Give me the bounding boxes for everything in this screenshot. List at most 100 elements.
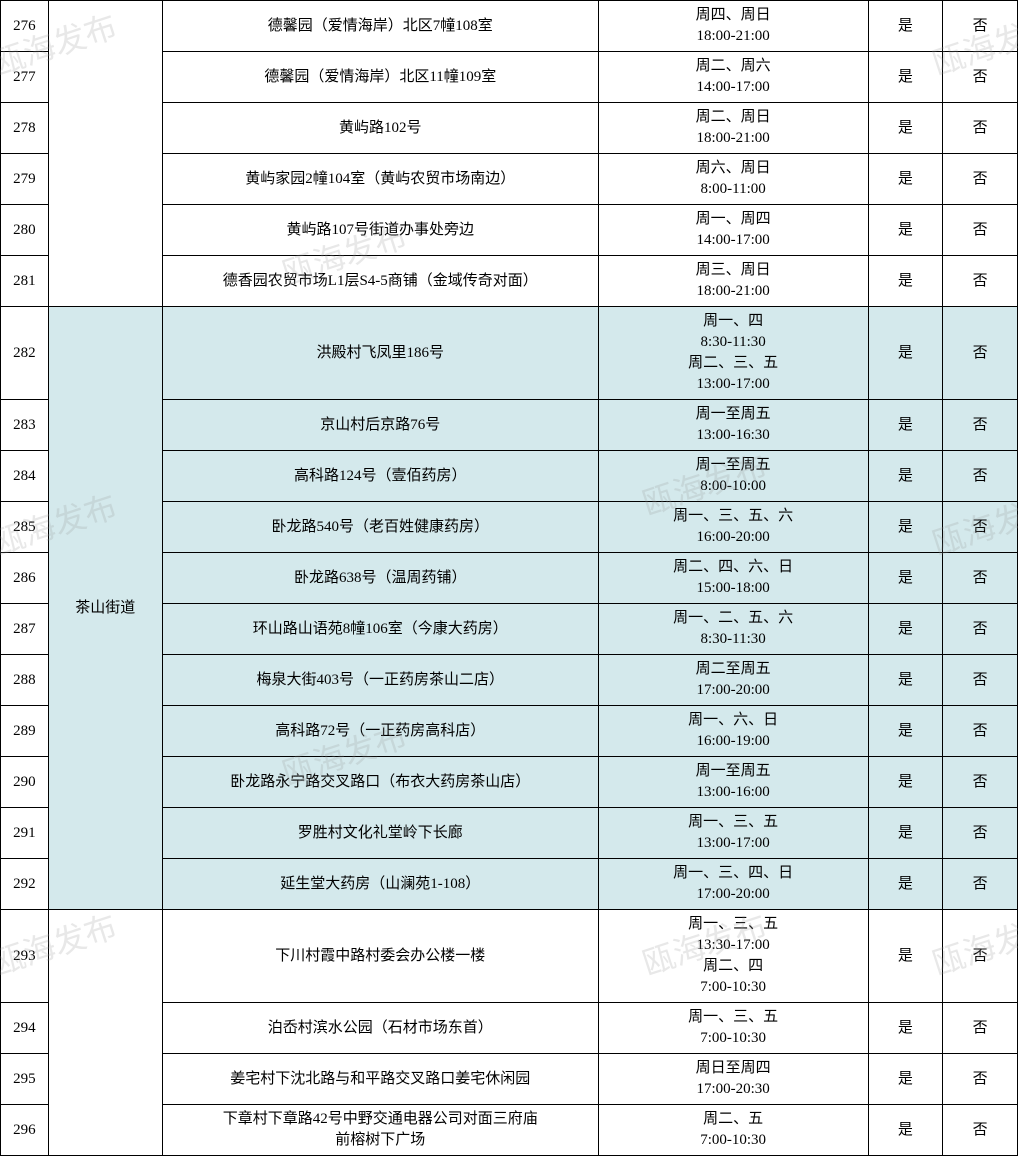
col-yes-cell: 是: [868, 808, 943, 859]
col-no-cell: 否: [943, 52, 1018, 103]
col-no-cell: 否: [943, 910, 1018, 1003]
row-index: 280: [1, 205, 49, 256]
time-cell: 周三、周日 18:00-21:00: [598, 256, 868, 307]
time-cell: 周一、六、日 16:00-19:00: [598, 706, 868, 757]
time-cell: 周二、周日 18:00-21:00: [598, 103, 868, 154]
col-no-cell: 否: [943, 706, 1018, 757]
address-cell: 泊岙村滨水公园（石材市场东首）: [162, 1003, 598, 1054]
zone-cell-empty: [48, 1003, 162, 1054]
col-no-cell: 否: [943, 1054, 1018, 1105]
address-cell: 卧龙路540号（老百姓健康药房）: [162, 502, 598, 553]
address-cell: 黄屿路107号街道办事处旁边: [162, 205, 598, 256]
table-row: 276德馨园（爱情海岸）北区7幢108室周四、周日 18:00-21:00是否: [1, 1, 1018, 52]
address-cell: 卧龙路永宁路交叉路口（布衣大药房茶山店）: [162, 757, 598, 808]
time-cell: 周一、三、五 13:30-17:00 周二、四 7:00-10:30: [598, 910, 868, 1003]
col-no-cell: 否: [943, 307, 1018, 400]
time-cell: 周一至周五 13:00-16:30: [598, 400, 868, 451]
time-cell: 周一、四 8:30-11:30 周二、三、五 13:00-17:00: [598, 307, 868, 400]
col-yes-cell: 是: [868, 502, 943, 553]
col-no-cell: 否: [943, 553, 1018, 604]
address-cell: 下川村霞中路村委会办公楼一楼: [162, 910, 598, 1003]
data-table: 276德馨园（爱情海岸）北区7幢108室周四、周日 18:00-21:00是否2…: [0, 0, 1018, 1156]
row-index: 291: [1, 808, 49, 859]
address-cell: 罗胜村文化礼堂岭下长廊: [162, 808, 598, 859]
row-index: 292: [1, 859, 49, 910]
row-index: 290: [1, 757, 49, 808]
time-cell: 周六、周日 8:00-11:00: [598, 154, 868, 205]
row-index: 276: [1, 1, 49, 52]
time-cell: 周日至周四 17:00-20:30: [598, 1054, 868, 1105]
address-cell: 高科路72号（一正药房高科店）: [162, 706, 598, 757]
row-index: 285: [1, 502, 49, 553]
zone-cell-empty: [48, 1, 162, 52]
row-index: 283: [1, 400, 49, 451]
col-yes-cell: 是: [868, 103, 943, 154]
col-yes-cell: 是: [868, 400, 943, 451]
table-row: 279黄屿家园2幢104室（黄屿农贸市场南边）周六、周日 8:00-11:00是…: [1, 154, 1018, 205]
table-row: 278 黄屿路102号周二、周日 18:00-21:00是否: [1, 103, 1018, 154]
col-yes-cell: 是: [868, 553, 943, 604]
table-row: 280黄屿路107号街道办事处旁边周一、周四 14:00-17:00是否: [1, 205, 1018, 256]
time-cell: 周二、周六 14:00-17:00: [598, 52, 868, 103]
address-cell: 高科路124号（壹佰药房）: [162, 451, 598, 502]
address-cell: 环山路山语苑8幢106室（今康大药房）: [162, 604, 598, 655]
col-no-cell: 否: [943, 205, 1018, 256]
col-yes-cell: 是: [868, 604, 943, 655]
col-yes-cell: 是: [868, 451, 943, 502]
zone-cell-empty: [48, 52, 162, 103]
time-cell: 周一、二、五、六 8:30-11:30: [598, 604, 868, 655]
time-cell: 周一、周四 14:00-17:00: [598, 205, 868, 256]
col-yes-cell: 是: [868, 1003, 943, 1054]
address-cell: 延生堂大药房（山澜苑1-108）: [162, 859, 598, 910]
address-cell: 姜宅村下沈北路与和平路交叉路口姜宅休闲园: [162, 1054, 598, 1105]
address-cell: 洪殿村飞凤里186号: [162, 307, 598, 400]
row-index: 286: [1, 553, 49, 604]
row-index: 288: [1, 655, 49, 706]
col-no-cell: 否: [943, 604, 1018, 655]
address-cell: 黄屿路102号: [162, 103, 598, 154]
row-index: 293: [1, 910, 49, 1003]
table-row: 293 下川村霞中路村委会办公楼一楼周一、三、五 13:30-17:00 周二、四…: [1, 910, 1018, 1003]
col-yes-cell: 是: [868, 706, 943, 757]
time-cell: 周一至周五 13:00-16:00: [598, 757, 868, 808]
zone-cell-empty: [48, 256, 162, 307]
time-cell: 周一、三、四、日 17:00-20:00: [598, 859, 868, 910]
address-cell: 下章村下章路42号中野交通电器公司对面三府庙 前榕树下广场: [162, 1105, 598, 1156]
table-row: 294泊岙村滨水公园（石材市场东首）周一、三、五 7:00-10:30是否: [1, 1003, 1018, 1054]
col-yes-cell: 是: [868, 307, 943, 400]
table-row: 281德香园农贸市场L1层S4-5商铺（金域传奇对面）周三、周日 18:00-2…: [1, 256, 1018, 307]
address-cell: 德馨园（爱情海岸）北区7幢108室: [162, 1, 598, 52]
row-index: 296: [1, 1105, 49, 1156]
zone-cell-empty: [48, 910, 162, 1003]
col-no-cell: 否: [943, 451, 1018, 502]
row-index: 282: [1, 307, 49, 400]
col-no-cell: 否: [943, 103, 1018, 154]
address-cell: 卧龙路638号（温周药铺）: [162, 553, 598, 604]
col-no-cell: 否: [943, 400, 1018, 451]
col-no-cell: 否: [943, 1105, 1018, 1156]
col-no-cell: 否: [943, 502, 1018, 553]
data-table-body: 276德馨园（爱情海岸）北区7幢108室周四、周日 18:00-21:00是否2…: [1, 1, 1018, 1156]
zone-label: 茶山街道: [48, 307, 162, 910]
address-cell: 黄屿家园2幢104室（黄屿农贸市场南边）: [162, 154, 598, 205]
zone-cell-empty: [48, 1054, 162, 1105]
zone-cell-empty: [48, 103, 162, 154]
row-index: 277: [1, 52, 49, 103]
col-yes-cell: 是: [868, 757, 943, 808]
row-index: 294: [1, 1003, 49, 1054]
col-no-cell: 否: [943, 757, 1018, 808]
address-cell: 梅泉大街403号（一正药房茶山二店）: [162, 655, 598, 706]
row-index: 278: [1, 103, 49, 154]
col-yes-cell: 是: [868, 154, 943, 205]
col-yes-cell: 是: [868, 859, 943, 910]
col-no-cell: 否: [943, 859, 1018, 910]
table-row: 296下章村下章路42号中野交通电器公司对面三府庙 前榕树下广场周二、五 7:0…: [1, 1105, 1018, 1156]
time-cell: 周一、三、五 13:00-17:00: [598, 808, 868, 859]
col-yes-cell: 是: [868, 256, 943, 307]
col-yes-cell: 是: [868, 52, 943, 103]
col-yes-cell: 是: [868, 910, 943, 1003]
col-yes-cell: 是: [868, 1105, 943, 1156]
time-cell: 周一、三、五、六 16:00-20:00: [598, 502, 868, 553]
col-no-cell: 否: [943, 655, 1018, 706]
time-cell: 周二至周五 17:00-20:00: [598, 655, 868, 706]
